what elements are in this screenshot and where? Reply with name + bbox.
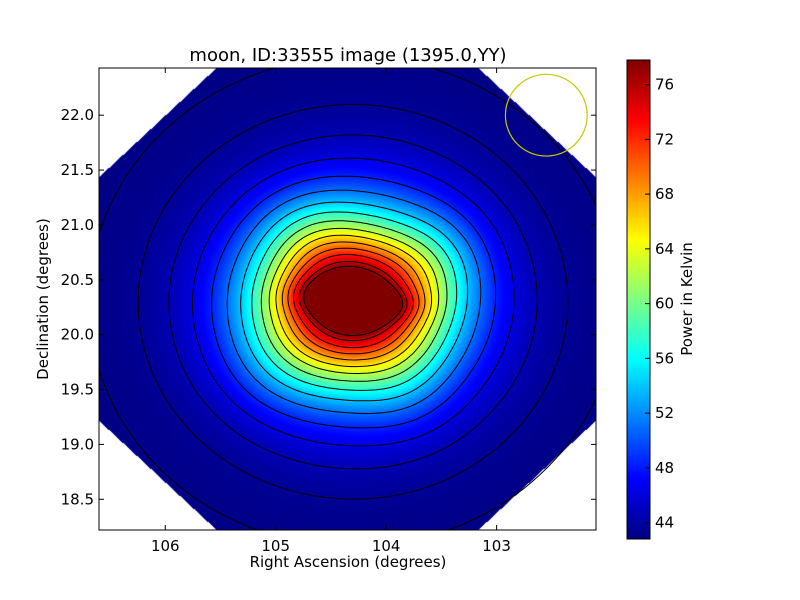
- heatmap-image: [99, 68, 596, 530]
- contour-line-14: [299, 261, 408, 342]
- contour-line-3: [192, 157, 515, 447]
- contour-line-10: [275, 234, 433, 368]
- y-axis-label: Declination (degrees): [34, 218, 52, 380]
- contour-line-11: [281, 241, 426, 361]
- x-tick-label: 106: [151, 537, 180, 555]
- contour-line-13: [293, 254, 414, 349]
- y-axis: 18.5 19.0 19.5 20.0 20.5 21.0 21.5 22.0: [61, 106, 596, 508]
- colorbar-tick-label: 68: [655, 185, 674, 203]
- colorbar-frame: [626, 59, 651, 540]
- x-axis-label: Right Ascension (degrees): [250, 553, 447, 571]
- colorbar-tick-label: 64: [655, 240, 674, 258]
- contour-line-1: [137, 103, 569, 500]
- contour-line-2: [168, 134, 538, 470]
- x-axis: 106 105 104 103: [151, 68, 511, 555]
- x-tick-label: 104: [372, 537, 401, 555]
- contour-line-6: [240, 201, 469, 402]
- contour-line-0: [98, 67, 597, 531]
- colorbar-ticks: 44 48 52 56 60 64 68 72 76: [645, 76, 674, 532]
- contour-line-15: [303, 265, 404, 336]
- heatmap-plot-area: [98, 67, 597, 531]
- contour-line-12: [287, 247, 420, 355]
- contour-line-7: [251, 211, 458, 391]
- chart-title: moon, ID:33555 image (1395.0,YY): [189, 45, 506, 66]
- colorbar-tick-label: 56: [655, 349, 674, 367]
- y-tick-label: 19.5: [61, 381, 94, 399]
- colorbar-tick-label: 44: [655, 514, 674, 532]
- contour-line-8: [260, 220, 448, 382]
- colorbar-label: Power in Kelvin: [678, 242, 696, 356]
- y-tick-label: 19.0: [61, 435, 94, 453]
- y-tick-label: 21.5: [61, 161, 94, 179]
- colorbar: 44 48 52 56 60 64 68 72 76 Power in Kelvin: [626, 59, 696, 540]
- y-tick-label: 18.5: [61, 490, 94, 508]
- colorbar-tick-label: 76: [655, 76, 674, 94]
- colorbar-tick-label: 52: [655, 404, 674, 422]
- beam-circle: [504, 73, 588, 157]
- colorbar-tick-label: 60: [655, 295, 674, 313]
- contour-line-9: [268, 227, 440, 374]
- plot-frame: [98, 67, 597, 531]
- y-tick-label: 20.0: [61, 326, 94, 344]
- y-tick-label: 22.0: [61, 106, 94, 124]
- x-tick-label: 103: [482, 537, 511, 555]
- y-tick-label: 20.5: [61, 271, 94, 289]
- contour-line-4: [211, 175, 497, 429]
- y-tick-label: 21.0: [61, 216, 94, 234]
- colorbar-tick-label: 48: [655, 459, 674, 477]
- contour-lines: [98, 67, 597, 531]
- colorbar-gradient: [627, 60, 650, 539]
- colorbar-tick-label: 72: [655, 130, 674, 148]
- x-tick-label: 105: [261, 537, 290, 555]
- contour-line-5: [226, 189, 482, 414]
